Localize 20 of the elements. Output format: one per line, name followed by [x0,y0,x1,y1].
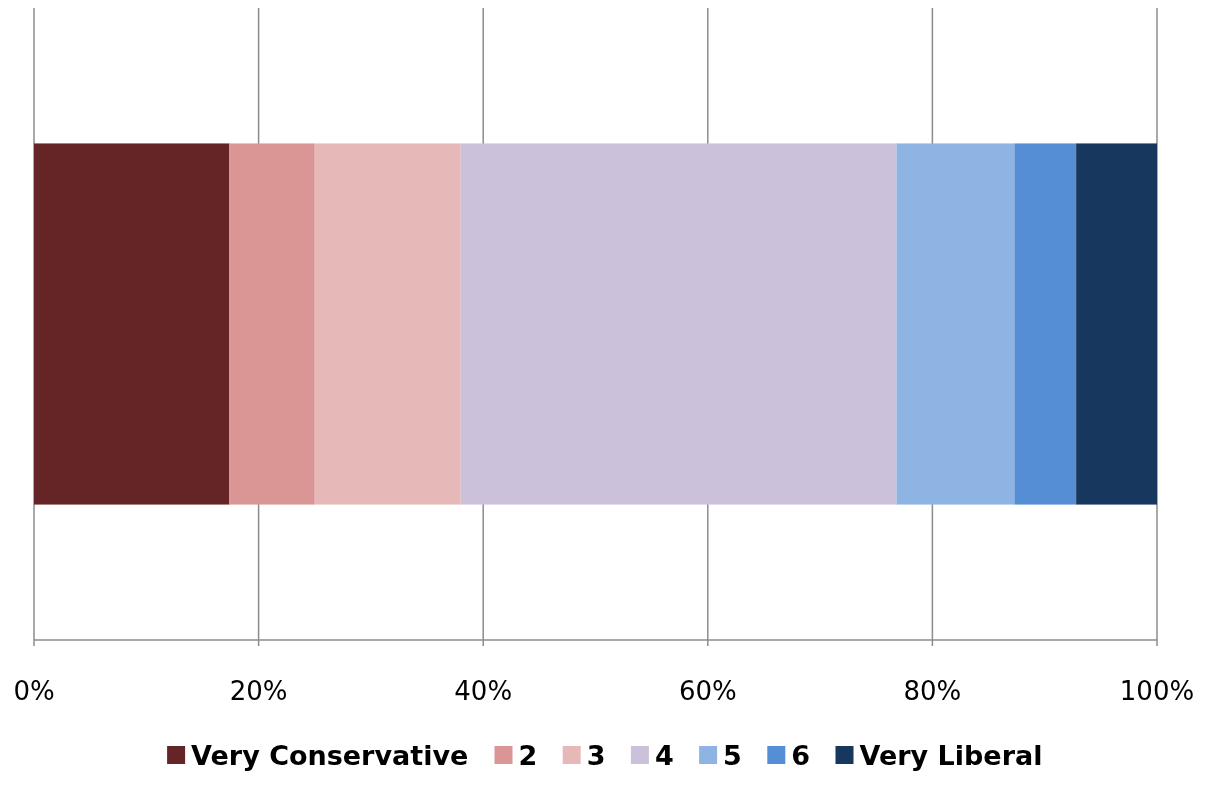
bar [314,143,461,505]
bar [229,143,315,505]
legend-label: Very Conservative [191,740,469,771]
legend-label: 6 [791,740,811,771]
bar [1014,143,1077,505]
legend-label: Very Liberal [859,740,1043,771]
legend-label: 2 [518,740,538,771]
x-tick-label: 20% [229,676,288,706]
legend-label: 5 [723,740,742,771]
bar [1076,143,1157,505]
x-tick-label: 0% [13,676,55,706]
x-tick-label: 100% [1119,676,1195,706]
bar [460,143,897,505]
x-tick-label: 80% [903,676,962,706]
x-tick-label: 40% [454,676,513,706]
legend-label: 4 [654,740,674,771]
x-tick-label: 60% [678,676,737,706]
bar [896,143,1015,505]
legend-label: 3 [586,740,606,771]
bar [34,143,230,505]
